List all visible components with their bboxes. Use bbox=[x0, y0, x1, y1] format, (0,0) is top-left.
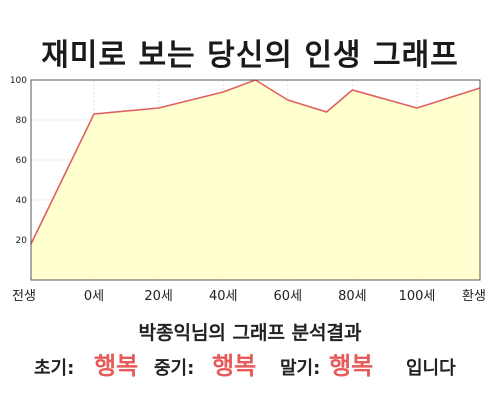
x-tick-label: 20세 bbox=[144, 289, 173, 304]
y-tick-label: 40 bbox=[16, 196, 28, 206]
x-tick-label: 전생 bbox=[12, 289, 36, 304]
x-tick-label: 60세 bbox=[274, 289, 303, 304]
series-area bbox=[31, 80, 480, 280]
analysis-result-row: 초기: 행복 중기: 행복 말기: 행복 입니다 bbox=[0, 346, 500, 382]
late-label: 말기: bbox=[280, 358, 321, 379]
mid-value: 행복 bbox=[212, 352, 257, 380]
page-title: 재미로 보는 당신의 인생 그래프 bbox=[41, 38, 459, 73]
late-value: 행복 bbox=[329, 352, 374, 380]
x-tick-label: 40세 bbox=[209, 289, 238, 304]
y-tick-label: 20 bbox=[16, 236, 28, 246]
x-tick-label: 80세 bbox=[338, 289, 367, 304]
ending-text: 입니다 bbox=[406, 358, 456, 379]
plot-frame bbox=[30, 79, 481, 281]
analysis-heading: 박종익님의 그래프 분석결과 bbox=[138, 322, 362, 344]
early-label: 초기: bbox=[34, 358, 75, 379]
early-value: 행복 bbox=[94, 352, 139, 380]
y-tick-label: 60 bbox=[16, 156, 28, 166]
y-tick-label: 100 bbox=[10, 76, 27, 86]
y-tick-label: 80 bbox=[16, 116, 28, 126]
x-tick-label: 환생 bbox=[462, 289, 486, 304]
x-tick-label: 100세 bbox=[399, 289, 436, 304]
x-tick-label: 0세 bbox=[84, 289, 104, 304]
mid-label: 중기: bbox=[154, 358, 195, 379]
